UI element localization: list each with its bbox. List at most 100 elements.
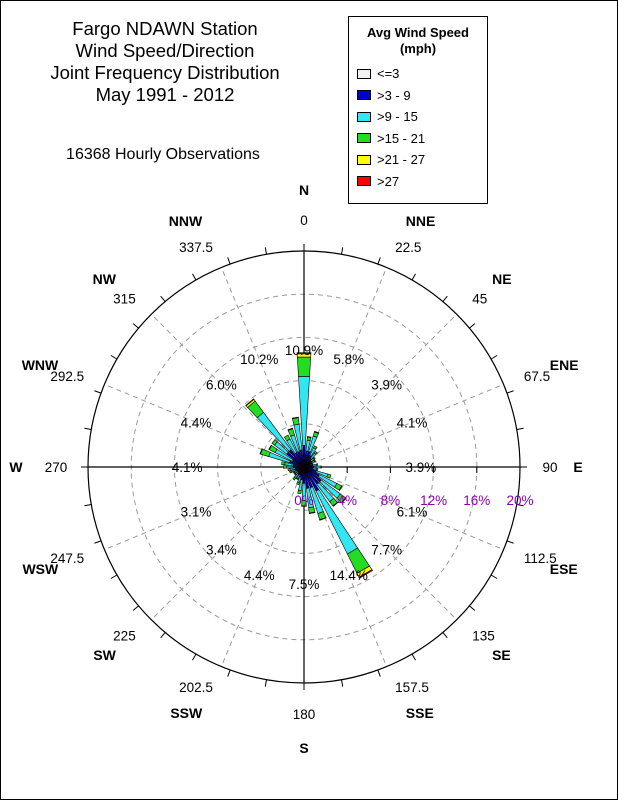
compass-direction-label: SW <box>93 647 116 663</box>
wind-bar-segment <box>296 481 300 485</box>
angle-tick <box>192 273 197 281</box>
radial-tick-label: 20% <box>506 493 533 508</box>
grid-spoke <box>150 313 305 468</box>
legend-title-line-1: Avg Wind Speed <box>367 25 469 40</box>
angle-degree-label: 90 <box>542 460 557 475</box>
legend-item: >3 - 9 <box>357 85 487 107</box>
wind-bar-segment <box>338 485 343 491</box>
compass-direction-label: ENE <box>550 357 579 373</box>
compass-direction-label: SSW <box>170 705 203 721</box>
compass-direction-label: ESE <box>550 561 578 577</box>
angle-tick <box>132 605 139 611</box>
wind-bar-segment <box>296 352 312 355</box>
angle-tick <box>160 295 166 302</box>
wind-bar-segment <box>283 434 291 442</box>
title-line-2: Wind Speed/Direction <box>75 40 255 61</box>
wind-bar-segment <box>311 462 314 465</box>
sector-percent-label: 3.9% <box>405 460 436 475</box>
compass-direction-label: E <box>573 459 582 475</box>
wind-bar-segment <box>286 465 294 469</box>
wind-bar-segment <box>259 448 263 455</box>
angle-tick <box>227 257 231 265</box>
wind-bar-segment <box>314 430 320 434</box>
legend-swatch <box>357 111 371 122</box>
wind-bar-segment <box>316 463 319 466</box>
compass-direction-label: SSE <box>406 705 434 721</box>
angle-tick <box>506 540 514 544</box>
wind-bar-segment <box>268 444 272 451</box>
legend-item: >21 - 27 <box>357 149 487 171</box>
angle-tick <box>192 653 197 661</box>
angle-tick <box>442 632 448 639</box>
legend-swatch <box>357 90 371 101</box>
compass-direction-label: N <box>299 182 309 198</box>
angle-tick <box>84 504 92 507</box>
compass-direction-label: W <box>9 459 23 475</box>
angle-degree-label: 67.5 <box>524 369 550 384</box>
legend-label: >9 - 15 <box>377 109 418 125</box>
angle-degree-label: 270 <box>45 460 68 475</box>
sector-percent-label: 6.1% <box>397 505 428 520</box>
chart-subtitle: 16368 Hourly Observations <box>66 146 260 163</box>
angle-tick <box>94 540 102 544</box>
wind-bar-segment <box>295 477 299 480</box>
wind-bar-segment <box>358 569 373 579</box>
compass-direction-label: NW <box>93 271 117 287</box>
angle-tick <box>506 390 514 394</box>
wind-bar-segment <box>319 465 322 469</box>
angle-degree-label: 315 <box>113 292 136 307</box>
grid-spoke <box>104 466 305 551</box>
angle-degree-label: 337.5 <box>179 240 213 255</box>
angle-tick <box>341 679 344 687</box>
wind-bar-segment <box>287 468 291 472</box>
angle-tick <box>377 669 381 677</box>
angle-tick <box>132 323 139 329</box>
compass-direction-label: NE <box>492 271 511 287</box>
compass-direction-label: WSW <box>22 561 59 577</box>
sector-percent-label: 7.5% <box>289 577 320 592</box>
legend-label: >3 - 9 <box>377 87 411 103</box>
angle-degree-label: 22.5 <box>395 240 421 255</box>
angle-degree-label: 180 <box>293 707 316 722</box>
wind-bar-segment <box>297 489 302 495</box>
wind-bar-segment <box>292 476 297 481</box>
grid-spoke <box>303 313 458 468</box>
wind-bar-segment <box>294 473 297 476</box>
sector-percent-label: 10.2% <box>240 352 278 367</box>
legend-swatch <box>357 68 371 79</box>
wind-bar-segment <box>313 445 318 450</box>
wind-bar-segment <box>313 465 321 469</box>
wind-bar-segment <box>332 501 339 507</box>
legend-label: >27 <box>377 173 400 189</box>
title-line-4: May 1991 - 2012 <box>95 84 235 105</box>
wind-bar-segment <box>341 497 347 504</box>
angle-tick <box>264 679 267 687</box>
angle-degree-label: 247.5 <box>50 551 84 566</box>
wind-bar-segment <box>313 459 317 463</box>
angle-tick <box>160 632 166 639</box>
radial-tick-label: 8% <box>381 493 401 508</box>
wind-bar-segment <box>301 505 307 507</box>
wind-bar-segment <box>308 511 316 515</box>
angle-tick <box>442 295 448 302</box>
angle-tick <box>84 427 92 430</box>
wind-bar-segment <box>313 450 318 455</box>
compass-direction-label: NNW <box>169 213 203 229</box>
sector-percent-label: 4.1% <box>397 415 428 430</box>
wind-bar-segment <box>292 471 296 474</box>
angle-tick <box>110 574 118 579</box>
compass-direction-label: SE <box>492 647 511 663</box>
wind-bar-segment <box>326 473 332 479</box>
angle-tick <box>227 669 231 677</box>
wind-bar-segment <box>312 456 316 460</box>
wind-bar-segment <box>319 517 327 521</box>
sector-percent-label: 3.1% <box>181 505 212 520</box>
legend-label: >15 - 21 <box>377 130 426 146</box>
legend-item: <=3 <box>357 63 487 85</box>
sector-percent-label: 4.4% <box>181 415 212 430</box>
legend-title-line-2: (mph) <box>399 41 437 56</box>
sector-percent-label: 6.0% <box>206 377 237 392</box>
angle-tick <box>411 273 416 281</box>
